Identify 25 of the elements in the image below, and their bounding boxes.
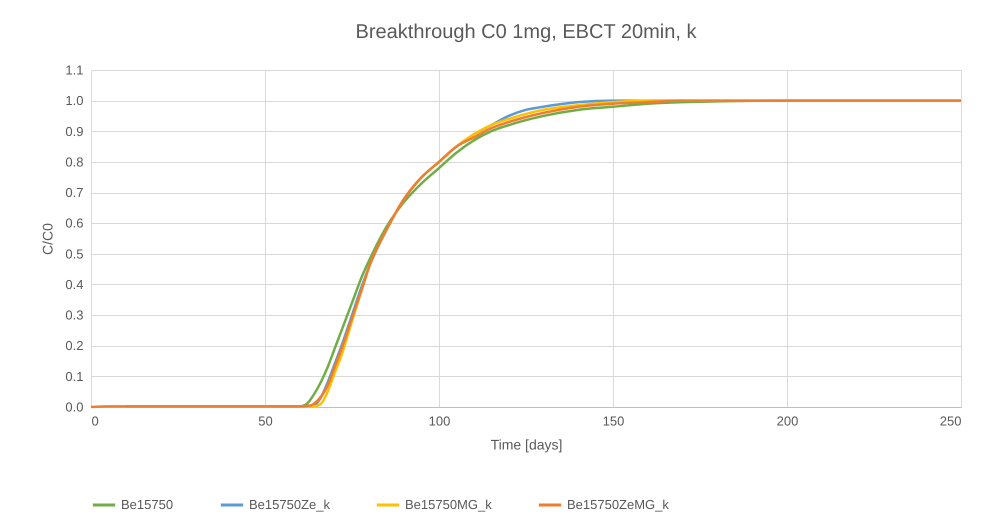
y-tick-label: 0.8 <box>65 154 84 170</box>
x-tick-label: 100 <box>428 414 450 428</box>
x-tick-label: 200 <box>776 414 798 428</box>
x-tick-label: 250 <box>940 414 962 428</box>
y-tick-label: 0.1 <box>65 368 84 384</box>
y-tick-label: 0.6 <box>65 216 84 231</box>
chart-title: Breakthrough C0 1mg, EBCT 20min, k <box>356 21 698 43</box>
x-tick-label: 150 <box>602 414 624 428</box>
y-tick-label: 0.5 <box>65 246 84 262</box>
y-tick-label: 0.7 <box>65 185 84 200</box>
y-tick-label: 0.9 <box>65 124 84 139</box>
y-tick-label: 1.0 <box>65 93 84 108</box>
x-tick-label: 50 <box>258 414 273 428</box>
x-tick-label: 0 <box>92 414 99 428</box>
y-tick-label: 0.3 <box>65 308 84 323</box>
y-axis-title: C/C0 <box>39 222 56 255</box>
y-tick-label: 1.1 <box>65 62 84 78</box>
y-tick-label: 0.4 <box>65 276 84 292</box>
legend-label: Be15750 <box>121 497 174 512</box>
legend-label: Be15750ZeMG_k <box>567 497 670 512</box>
y-tick-label: 0.0 <box>65 400 84 414</box>
legend-label: Be15750Ze_k <box>249 497 330 512</box>
x-axis-title: Time [days] <box>490 436 562 452</box>
legend-label: Be15750MG_k <box>405 497 492 512</box>
y-tick-label: 0.2 <box>65 338 84 354</box>
